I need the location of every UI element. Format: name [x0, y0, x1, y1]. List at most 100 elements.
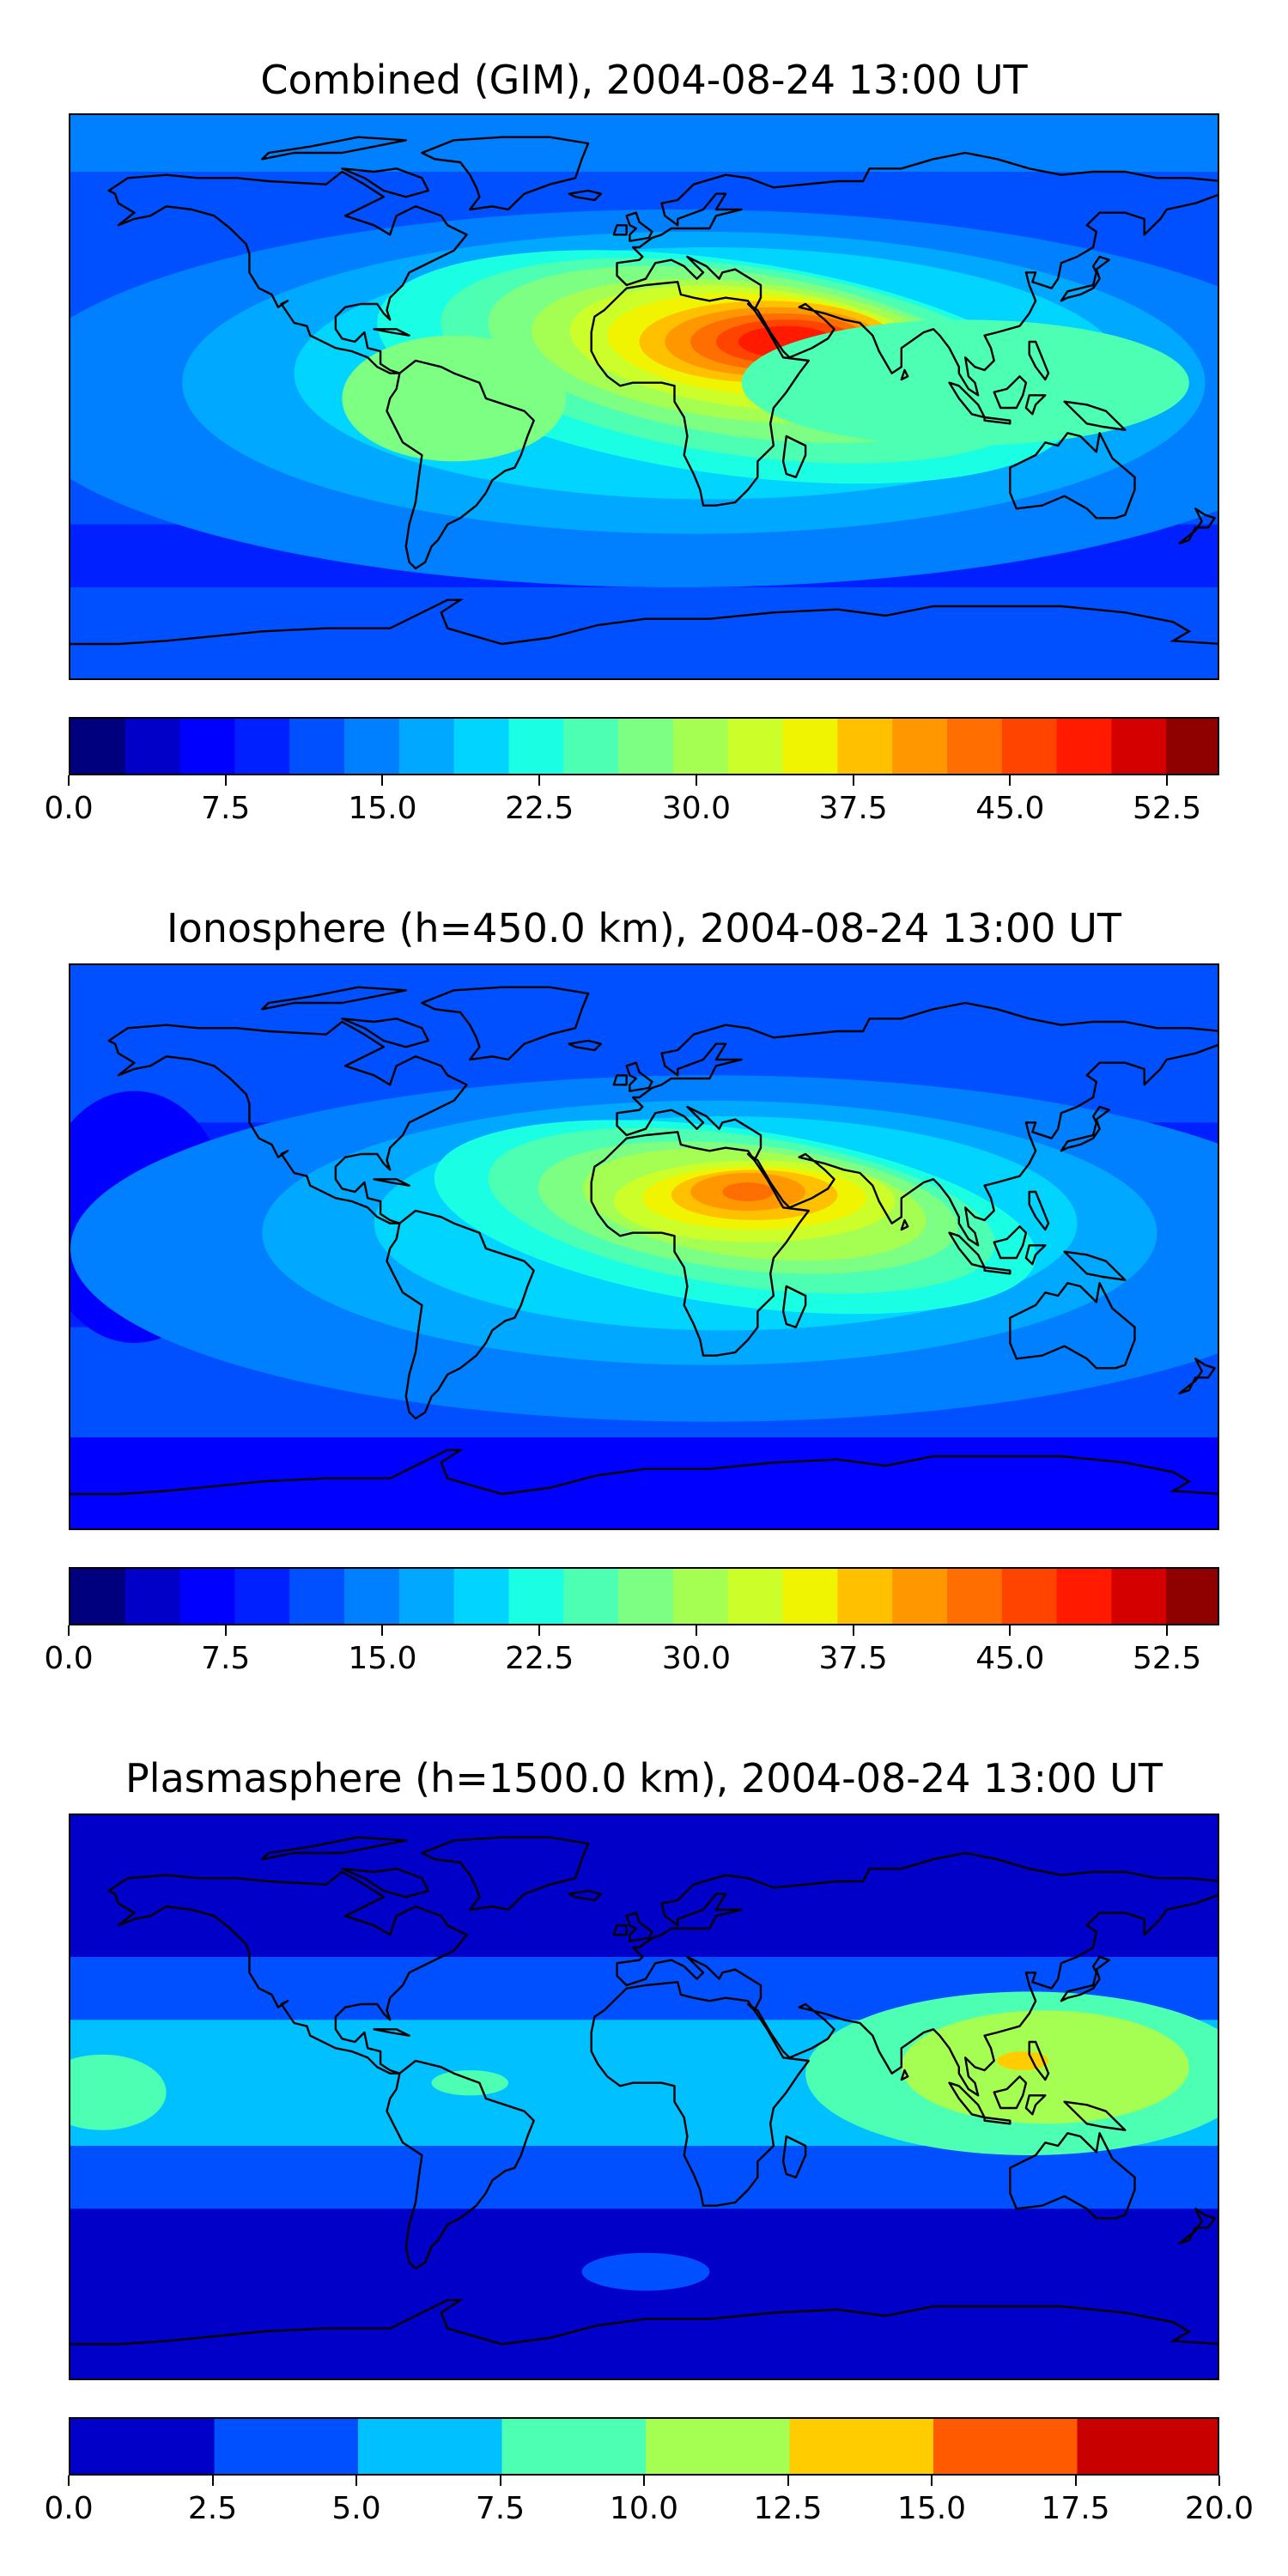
colorbar-segment [289, 1569, 345, 1624]
panel-3-colorbar [69, 2417, 1219, 2476]
colorbar-segment [398, 719, 455, 774]
colorbar-tick-label: 37.5 [818, 791, 888, 826]
africa-coastline [590, 281, 810, 507]
colorbar-tick-label: 7.5 [201, 1641, 251, 1676]
antarctica-coastline [70, 1449, 1218, 1496]
colorbar-tick [1166, 775, 1169, 786]
baffin-coastline [341, 1868, 430, 1899]
tec-contour [581, 2252, 710, 2291]
iceland-coastline [568, 1889, 603, 1902]
colorbar-tick-label: 52.5 [1133, 791, 1202, 826]
colorbar-tick [1074, 2476, 1077, 2486]
colorbar-tick [787, 2476, 789, 2486]
baffin-coastline [341, 167, 430, 198]
colorbar-tick [1166, 1625, 1169, 1636]
panel-1-colorbar-ticks: 0.0 7.5 15.0 22.5 30.0 37.5 45.0 52.5 [44, 775, 1219, 827]
colorbar-tick-label: 5.0 [331, 2491, 381, 2526]
colorbar-tick-label: 30.0 [661, 791, 731, 826]
new-guinea-coastline [1063, 1250, 1127, 1281]
colorbar-tick [1009, 1625, 1012, 1636]
colorbar-segment [1166, 719, 1218, 774]
colorbar-tick [695, 1625, 697, 1636]
colorbar-tick-label: 2.5 [187, 2491, 238, 2526]
panel-3-title: Plasmasphere (h=1500.0 km), 2004-08-24 1… [125, 1755, 1163, 1801]
colorbar-segment [453, 1569, 510, 1624]
arctic-islands-coastline [261, 986, 407, 1011]
panel-2-map [69, 963, 1219, 1530]
africa-coastline [590, 1981, 810, 2207]
colorbar-segment [727, 1569, 784, 1624]
colorbar-segment [70, 719, 126, 774]
new-guinea-coastline [1063, 2100, 1127, 2131]
colorbar-segment [1166, 1569, 1218, 1624]
colorbar-tick [931, 2476, 933, 2486]
colorbar-segment [234, 719, 290, 774]
colorbar-segment [672, 1569, 729, 1624]
colorbar-segment [1111, 1569, 1167, 1624]
britain-coastline [625, 1061, 653, 1092]
tec-band [70, 1437, 1218, 1528]
south-america-coastline [386, 1209, 535, 1420]
java-coastline [983, 416, 1012, 425]
colorbar-segment [289, 719, 345, 774]
colorbar-segment [837, 719, 893, 774]
iceland-coastline [568, 189, 603, 202]
colorbar-tick-label: 22.5 [505, 1641, 574, 1676]
colorbar-tick [852, 775, 854, 786]
north-america-coastline [107, 1870, 468, 2075]
eurasia-coastline [616, 151, 1218, 397]
colorbar-tick [381, 1625, 384, 1636]
colorbar-tick [355, 2476, 357, 2486]
colorbar-segment [1001, 1569, 1058, 1624]
tec-contour [342, 335, 566, 462]
north-america-coastline [107, 1020, 468, 1224]
borneo-coastline [993, 375, 1028, 410]
madagascar-coastline [781, 1285, 807, 1328]
java-coastline [983, 2116, 1012, 2125]
philippines-coastline [1028, 1190, 1050, 1231]
panel-1-colorbar [69, 717, 1219, 775]
colorbar-tick-label: 0.0 [44, 1641, 94, 1676]
japan-coastline [1060, 1955, 1110, 2002]
colorbar-segment [179, 1569, 236, 1624]
arctic-islands-coastline [261, 136, 407, 161]
colorbar-tick [381, 775, 384, 786]
colorbar-tick-label: 17.5 [1041, 2491, 1110, 2526]
tec-band [70, 625, 1218, 678]
cuba-coastline [373, 1178, 410, 1187]
baffin-coastline [341, 1018, 430, 1048]
panel-2-title: Ionosphere (h=450.0 km), 2004-08-24 13:0… [167, 905, 1121, 951]
australia-coastline [1009, 1282, 1136, 1370]
japan-coastline [1060, 255, 1110, 302]
colorbar-tick [1009, 775, 1012, 786]
colorbar-segment [646, 2419, 791, 2474]
colorbar-segment [234, 1569, 290, 1624]
java-coastline [983, 1266, 1012, 1275]
colorbar-segment [727, 719, 784, 774]
colorbar-segment [946, 719, 1003, 774]
colorbar-tick-label: 12.5 [753, 2491, 823, 2526]
sulawesi-coastline [1024, 2094, 1047, 2116]
panel-3-map [69, 1814, 1219, 2380]
colorbar-segment [892, 1569, 948, 1624]
colorbar-segment [125, 719, 181, 774]
antarctica-coastline [70, 598, 1218, 646]
philippines-coastline [1028, 2040, 1050, 2081]
north-america-coastline [107, 170, 468, 374]
colorbar-segment [1111, 719, 1167, 774]
greenland-coastline [421, 986, 590, 1061]
borneo-coastline [993, 2075, 1028, 2110]
colorbar-tick-label: 45.0 [975, 1641, 1045, 1676]
colorbar-tick-label: 15.0 [348, 1641, 417, 1676]
colorbar-segment [1001, 719, 1058, 774]
colorbar-segment [946, 1569, 1003, 1624]
australia-coastline [1009, 432, 1136, 519]
colorbar-segment [344, 719, 400, 774]
sri-lanka-coastline [900, 368, 909, 381]
sulawesi-coastline [1024, 1244, 1047, 1266]
colorbar-tick [224, 775, 227, 786]
colorbar-tick-label: 15.0 [348, 791, 417, 826]
colorbar-tick [68, 1625, 70, 1636]
colorbar-tick [643, 2476, 645, 2486]
new-guinea-coastline [1063, 400, 1127, 431]
